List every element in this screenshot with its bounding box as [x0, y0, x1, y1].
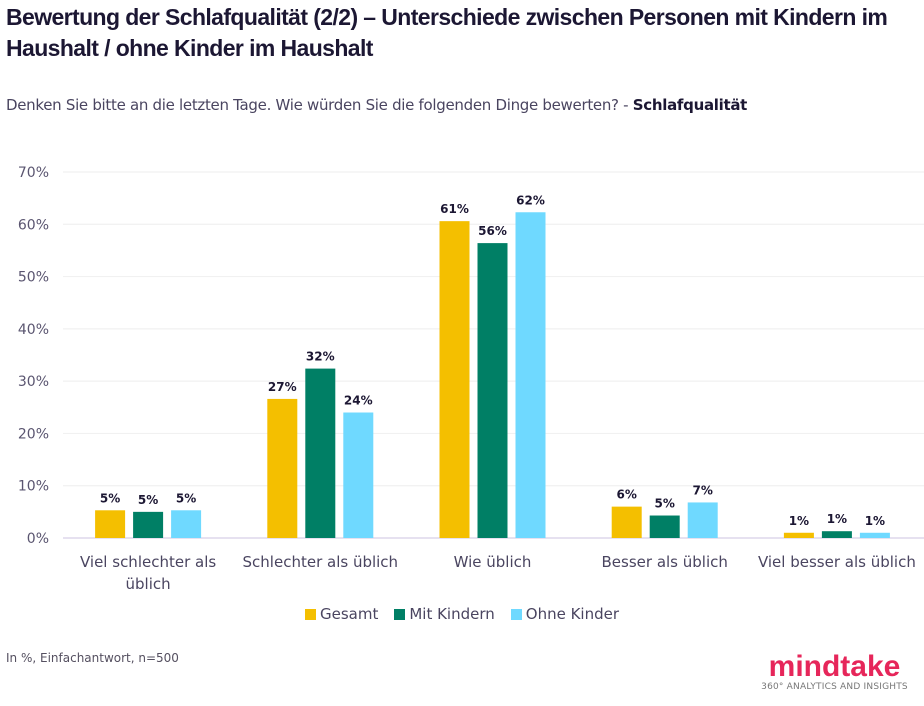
legend: Gesamt Mit Kindern Ohne Kinder [0, 605, 924, 624]
bar [821, 531, 852, 538]
bar [515, 212, 546, 538]
legend-swatch [510, 608, 522, 620]
data-label: 5% [655, 497, 675, 511]
legend-label: Mit Kindern [409, 605, 495, 623]
y-tick-label: 60% [18, 217, 49, 233]
data-labels: 5% 5% 5% 27% 32% 24% 61% 56% 62% 6% 5% 7% 1% 1% 1% [100, 193, 885, 528]
data-label: 1% [827, 512, 847, 526]
data-label: 5% [100, 491, 120, 505]
y-tick-label: 50% [18, 270, 49, 286]
data-label: 7% [693, 483, 713, 497]
y-tick-label: 10% [18, 479, 49, 495]
bar [343, 412, 374, 538]
logo-tagline: 360° ANALYTICS AND INSIGHTS [761, 682, 908, 692]
data-label: 24% [344, 394, 373, 408]
legend-item: Gesamt [304, 605, 379, 623]
x-tick-label: üblich [126, 575, 171, 593]
bar [649, 515, 680, 538]
x-tick-label: Schlechter als üblich [243, 553, 399, 571]
legend-item: Mit Kindern [394, 605, 495, 623]
logo-wordmark: mindtake [768, 650, 901, 683]
data-label: 62% [516, 193, 545, 207]
bar [95, 510, 126, 538]
question-text: Denken Sie bitte an die letzten Tage. Wi… [6, 96, 747, 114]
bar [687, 502, 718, 538]
y-axis-ticks: 0% 10% 20% 30% 40% 50% 60% 70% [18, 165, 49, 547]
bar [267, 398, 298, 538]
y-tick-label: 30% [18, 374, 49, 390]
x-tick-label: Besser als üblich [602, 553, 728, 571]
bars [95, 212, 890, 539]
bar [439, 221, 470, 539]
legend-swatch [394, 608, 406, 620]
data-label: 61% [440, 202, 469, 216]
legend-label: Gesamt [319, 605, 379, 623]
data-label: 56% [478, 224, 507, 238]
bar [171, 510, 202, 538]
legend-label: Ohne Kinder [525, 605, 620, 623]
y-tick-label: 20% [18, 426, 49, 442]
x-tick-label: Viel schlechter als [80, 553, 216, 571]
question-prefix: Denken Sie bitte an die letzten Tage. Wi… [6, 96, 633, 114]
bar-chart: 0% 10% 20% 30% 40% 50% 60% 70% 5% 5% 5% 27% 32% 24% 6… [18, 165, 924, 593]
x-tick-label: Viel besser als üblich [758, 553, 916, 571]
y-tick-label: 70% [18, 165, 49, 181]
data-label: 1% [789, 514, 809, 528]
bar [305, 368, 336, 538]
bar [133, 511, 164, 538]
data-label: 1% [865, 514, 885, 528]
data-label: 32% [306, 350, 335, 364]
y-tick-label: 0% [27, 531, 49, 547]
x-tick-label: Wie üblich [454, 553, 532, 571]
mindtake-logo: mindtake 360° ANALYTICS AND INSIGHTS [752, 650, 917, 693]
bar [611, 506, 642, 538]
bar [477, 243, 508, 538]
chart-title: Bewertung der Schlafqualität (2/2) – Unt… [6, 4, 888, 61]
data-label: 5% [138, 493, 158, 507]
legend-swatch [304, 608, 316, 620]
footnote: In %, Einfachantwort, n=500 [6, 651, 179, 665]
y-tick-label: 40% [18, 322, 49, 338]
legend-item: Ohne Kinder [510, 605, 620, 623]
bar [783, 532, 814, 538]
bar [859, 532, 890, 538]
x-axis-labels: Viel schlechter als üblich Schlechter als … [80, 553, 916, 593]
data-label: 5% [176, 491, 196, 505]
question-topic: Schlafqualität [632, 96, 748, 114]
data-label: 27% [268, 380, 297, 394]
data-label: 6% [617, 488, 637, 502]
